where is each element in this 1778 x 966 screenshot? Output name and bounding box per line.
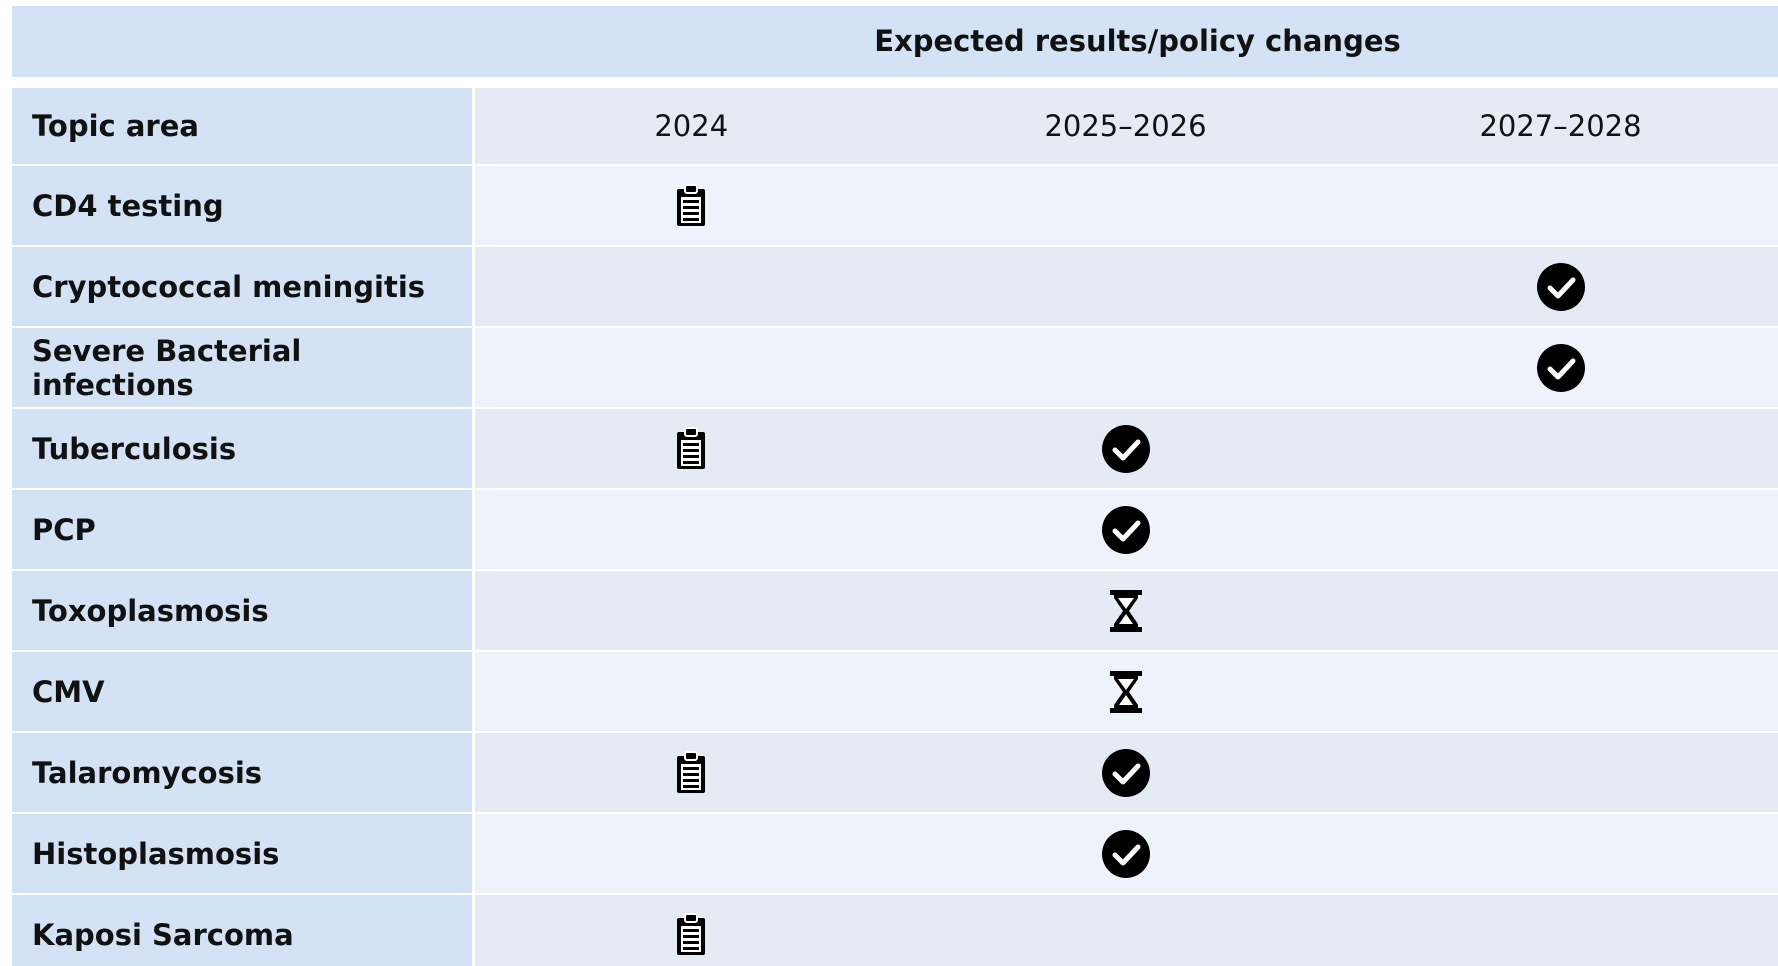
row: CMV (12, 651, 1778, 733)
cell (908, 408, 1343, 490)
topic: Cryptococcal meningitis (12, 246, 475, 328)
cell (473, 570, 908, 652)
check-icon (1102, 830, 1150, 878)
clipboard-icon (667, 425, 715, 473)
table: Topic area 2024 2025–2026 2027–2028 CD4 … (12, 88, 1778, 966)
cell (1343, 570, 1778, 652)
cell (1343, 651, 1778, 733)
topic: CD4 testing (12, 165, 475, 247)
cell (908, 489, 1343, 571)
row: Toxoplasmosis (12, 570, 1778, 652)
check-icon (1102, 749, 1150, 797)
check-icon (1102, 506, 1150, 554)
cell (1343, 489, 1778, 571)
topic: Histoplasmosis (12, 813, 475, 895)
cell (1343, 165, 1778, 247)
topic: Kaposi Sarcoma (12, 894, 475, 966)
hourglass-icon (1102, 668, 1150, 716)
row: PCP (12, 489, 1778, 571)
column-header: Topic area (12, 88, 475, 166)
topic: Toxoplasmosis (12, 570, 475, 652)
row: Talaromycosis (12, 732, 1778, 814)
cell (473, 408, 908, 490)
check-icon (1537, 344, 1585, 392)
topic: CMV (12, 651, 475, 733)
cell (908, 651, 1343, 733)
clipboard-icon (667, 182, 715, 230)
cell (473, 165, 908, 247)
check-icon (1102, 425, 1150, 473)
cell (473, 246, 908, 328)
cell (473, 327, 908, 409)
cell (473, 651, 908, 733)
topic: Severe Bacterial infections (12, 327, 475, 409)
topic: PCP (12, 489, 475, 571)
cell (1343, 894, 1778, 966)
cell (908, 327, 1343, 409)
row: CD4 testing (12, 165, 1778, 247)
column-header: 2024 (473, 88, 908, 166)
cell (1343, 327, 1778, 409)
cell (1343, 408, 1778, 490)
row: Tuberculosis (12, 408, 1778, 490)
clipboard-icon (667, 911, 715, 959)
cell (473, 489, 908, 571)
cell (473, 894, 908, 966)
topic: Tuberculosis (12, 408, 475, 490)
hourglass-icon (1102, 587, 1150, 635)
cell (1343, 732, 1778, 814)
row: Histoplasmosis (12, 813, 1778, 895)
column-header: 2027–2028 (1343, 88, 1778, 166)
cell (1343, 246, 1778, 328)
check-icon (1537, 263, 1585, 311)
cell (473, 732, 908, 814)
cell (908, 246, 1343, 328)
banner: Expected results/policy changes (12, 6, 1778, 77)
cell (908, 165, 1343, 247)
cell (473, 813, 908, 895)
cell (908, 813, 1343, 895)
banner-title: Expected results/policy changes (874, 24, 1401, 58)
cell (908, 894, 1343, 966)
column-header: 2025–2026 (908, 88, 1343, 166)
row: Severe Bacterial infections (12, 327, 1778, 409)
cell (908, 570, 1343, 652)
cell (1343, 813, 1778, 895)
row: Kaposi Sarcoma (12, 894, 1778, 966)
cell (908, 732, 1343, 814)
row: Cryptococcal meningitis (12, 246, 1778, 328)
header-row: Topic area 2024 2025–2026 2027–2028 (12, 88, 1778, 166)
clipboard-icon (667, 749, 715, 797)
topic: Talaromycosis (12, 732, 475, 814)
